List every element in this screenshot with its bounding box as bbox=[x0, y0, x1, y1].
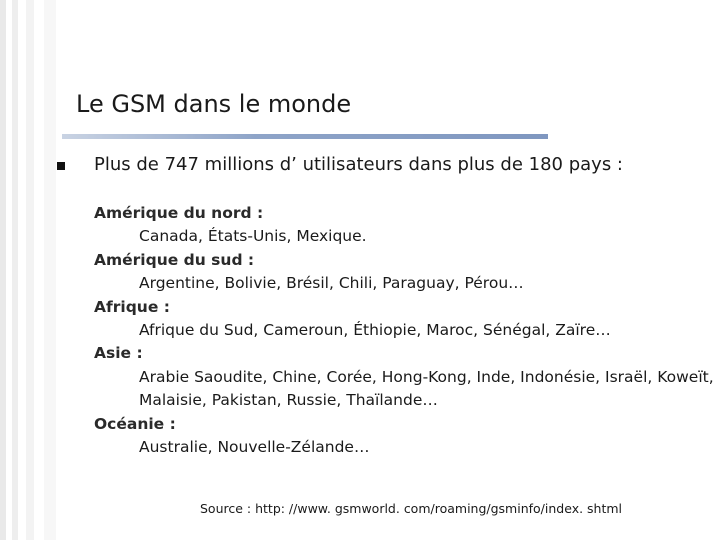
region-item: Océanie : Australie, Nouvelle-Zélande… bbox=[94, 413, 714, 460]
region-countries: Canada, États-Unis, Mexique. bbox=[139, 227, 367, 246]
region-item: Amérique du sud : Argentine, Bolivie, Br… bbox=[94, 249, 714, 296]
region-countries: Afrique du Sud, Cameroun, Éthiopie, Maro… bbox=[139, 321, 611, 340]
region-name: Amérique du sud : bbox=[94, 250, 255, 269]
region-countries: Australie, Nouvelle-Zélande… bbox=[139, 438, 370, 457]
region-countries: Arabie Saoudite, Chine, Corée, Hong-Kong… bbox=[139, 367, 714, 410]
main-bullet-text: Plus de 747 millions d’ utilisateurs dan… bbox=[94, 154, 623, 175]
region-name: Amérique du nord : bbox=[94, 204, 264, 222]
slide-title: Le GSM dans le monde bbox=[76, 90, 352, 118]
region-item: Amérique du nord : Canada, États-Unis, M… bbox=[94, 202, 714, 249]
region-countries: Argentine, Bolivie, Brésil, Chili, Parag… bbox=[139, 274, 524, 293]
region-list: Amérique du nord : Canada, États-Unis, M… bbox=[94, 202, 714, 459]
region-name: Asie : bbox=[94, 344, 143, 363]
title-underline bbox=[62, 134, 548, 139]
source-citation: Source : http: //www. gsmworld. com/roam… bbox=[200, 501, 623, 516]
square-bullet-icon bbox=[57, 162, 65, 170]
region-item: Afrique : Afrique du Sud, Cameroun, Éthi… bbox=[94, 296, 714, 343]
region-name: Océanie : bbox=[94, 414, 176, 433]
region-item: Asie : Arabie Saoudite, Chine, Corée, Ho… bbox=[94, 342, 714, 412]
region-name: Afrique : bbox=[94, 297, 170, 316]
